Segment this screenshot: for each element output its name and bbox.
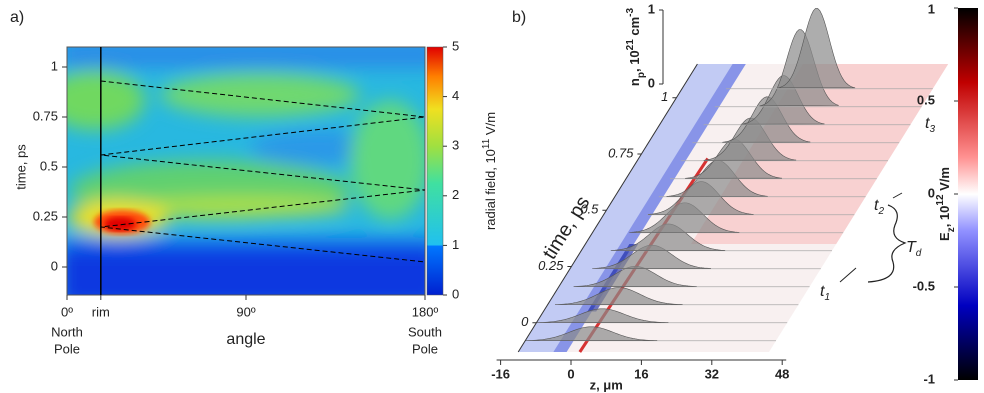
text-part: , 10: [937, 206, 952, 228]
text-part: 3: [929, 124, 935, 135]
text-part: n: [627, 78, 642, 86]
density-slice: [536, 308, 669, 323]
time-tick-label: 0.5: [580, 202, 599, 217]
x-tick-label: -16: [491, 366, 510, 381]
colorbar-tick-label: 1: [452, 237, 459, 252]
text-part: -3: [625, 7, 636, 16]
n-tick-label: 1: [648, 1, 655, 16]
pole-label: North: [51, 324, 83, 339]
pole-label: Pole: [54, 341, 80, 356]
colorbar: [426, 46, 444, 296]
time-tick-label: 0.75: [608, 145, 634, 160]
colorbar-tick-label: 0: [928, 185, 935, 200]
n-tick-label: 0: [648, 75, 655, 90]
time-tick-label: 1: [661, 89, 668, 104]
text-part: d: [916, 248, 922, 259]
y-tick-label: 0.25: [33, 208, 58, 223]
density-slice: [778, 8, 856, 89]
text-part: T: [906, 239, 917, 256]
text-part: t: [925, 115, 930, 132]
x-axis-title: angle: [226, 331, 265, 348]
colorbar-tick-label: 4: [452, 88, 459, 103]
time-marker: Td: [906, 239, 922, 259]
colorbar-title: Ez, 1012 V/m: [935, 167, 957, 241]
density-slice: [554, 287, 683, 305]
x-tick-label: 16: [634, 366, 648, 381]
text-part: 12: [935, 194, 946, 206]
brace: [867, 204, 907, 283]
text-part: V/m: [483, 112, 498, 139]
text-part: , 10: [627, 50, 642, 72]
colorbar-tick-label: 5: [452, 38, 459, 53]
red-band: [691, 64, 949, 244]
x-tick-label: 0: [567, 366, 574, 381]
text-part: 21: [625, 39, 636, 51]
blue-edge: [553, 64, 746, 352]
colorbar: [958, 8, 978, 380]
time-tick-label: 0: [521, 314, 529, 329]
time-marker: t1: [820, 283, 830, 303]
time-tick-label: 0.25: [538, 258, 564, 273]
y-axis-title: time, ps: [13, 144, 28, 190]
pole-label: Pole: [412, 341, 438, 356]
text-part: E: [937, 232, 952, 241]
heatmap: [67, 47, 425, 295]
plane: [518, 8, 949, 353]
y-tick-label: 0: [51, 258, 58, 273]
x-tick-label: 32: [705, 366, 719, 381]
text-part: V/m: [937, 167, 952, 194]
time-marker: t2: [874, 197, 884, 217]
n-axis-title: np, 1021 cm-3: [625, 7, 647, 86]
text-part: t: [874, 197, 879, 214]
x-tick-label: rim: [92, 304, 110, 319]
colorbar-tick-label: 1: [928, 1, 935, 16]
text-part: 2: [877, 206, 884, 217]
y-tick-label: 0.75: [33, 108, 58, 123]
marker-line: [839, 267, 857, 283]
text-part: 1: [824, 292, 830, 303]
pole-label: South: [408, 324, 442, 339]
x-tick-label: 90º: [236, 304, 255, 319]
y-tick-label: 0.5: [40, 158, 58, 173]
x-tick-label: 48: [775, 366, 789, 381]
time-axis: [517, 63, 698, 353]
colorbar-tick-label: 0.5: [917, 92, 935, 107]
x-tick-label: 0º: [61, 304, 73, 319]
colorbar-tick-label: 3: [452, 138, 459, 153]
text-part: cm: [627, 17, 642, 39]
density-slice: [525, 326, 658, 341]
colorbar-tick-label: -1: [923, 371, 935, 386]
colorbar-title: radial field, 1011 V/m: [481, 112, 498, 230]
text-part: p: [636, 72, 647, 78]
x-tick-label: 180º: [412, 304, 439, 319]
colorbar-tick-label: 2: [452, 187, 459, 202]
marker-line: [892, 192, 903, 199]
text-part: radial field, 10: [483, 149, 498, 230]
panel-label: b): [512, 9, 526, 26]
panel-label: a): [10, 9, 24, 26]
y-tick-label: 1: [51, 58, 58, 73]
colorbar-tick-label: 0: [452, 286, 459, 301]
time-marker: t3: [925, 115, 935, 135]
x-axis-title: z, μm: [590, 377, 623, 392]
text-part: 11: [481, 138, 492, 149]
text-part: z: [946, 227, 957, 232]
colorbar-tick-label: -0.5: [913, 278, 935, 293]
text-part: t: [820, 283, 825, 300]
